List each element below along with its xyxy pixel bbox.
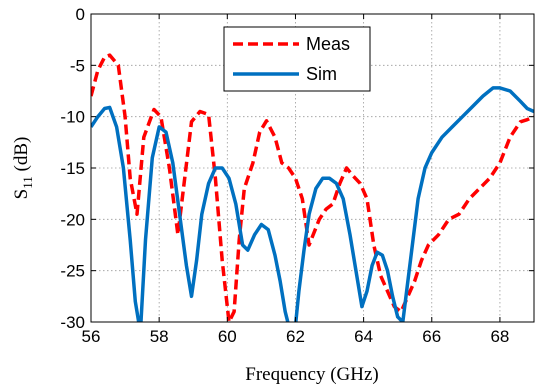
y-tick-label: 0: [76, 5, 85, 24]
y-tick-label: -20: [60, 210, 85, 229]
series-line-meas: [91, 53, 534, 322]
x-tick-label: 58: [150, 327, 169, 346]
legend-label-meas: Meas: [306, 34, 350, 54]
legend-box: [223, 26, 371, 92]
x-tick-label: 60: [218, 327, 237, 346]
y-axis-title-main: S: [11, 189, 32, 200]
y-axis-title-sub: 11: [20, 176, 35, 189]
x-axis-title: Frequency (GHz): [245, 364, 378, 385]
x-tick-label: 56: [82, 327, 101, 346]
y-axis-title: S11 (dB): [11, 137, 35, 200]
x-tick-label: 62: [286, 327, 305, 346]
x-tick-label: 68: [490, 327, 509, 346]
series-layer: [91, 53, 534, 322]
y-tick-label: -25: [60, 262, 85, 281]
y-axis-title-unit: (dB): [11, 137, 32, 177]
y-tick-label: -30: [60, 313, 85, 332]
series-line-sim: [91, 86, 534, 322]
legend-label-sim: Sim: [306, 64, 337, 84]
x-tick-label: 66: [422, 327, 441, 346]
y-tick-label: -5: [70, 56, 85, 75]
axis-ticks: [90, 13, 534, 323]
x-tick-labels: 56 58 60 62 64 66 68: [82, 327, 510, 346]
legend: Meas Sim: [223, 26, 371, 92]
y-tick-label: -10: [60, 108, 85, 127]
x-tick-label: 64: [354, 327, 373, 346]
y-tick-labels: 0 -5 -10 -15 -20 -25 -30: [60, 5, 85, 332]
y-tick-label: -15: [60, 159, 85, 178]
